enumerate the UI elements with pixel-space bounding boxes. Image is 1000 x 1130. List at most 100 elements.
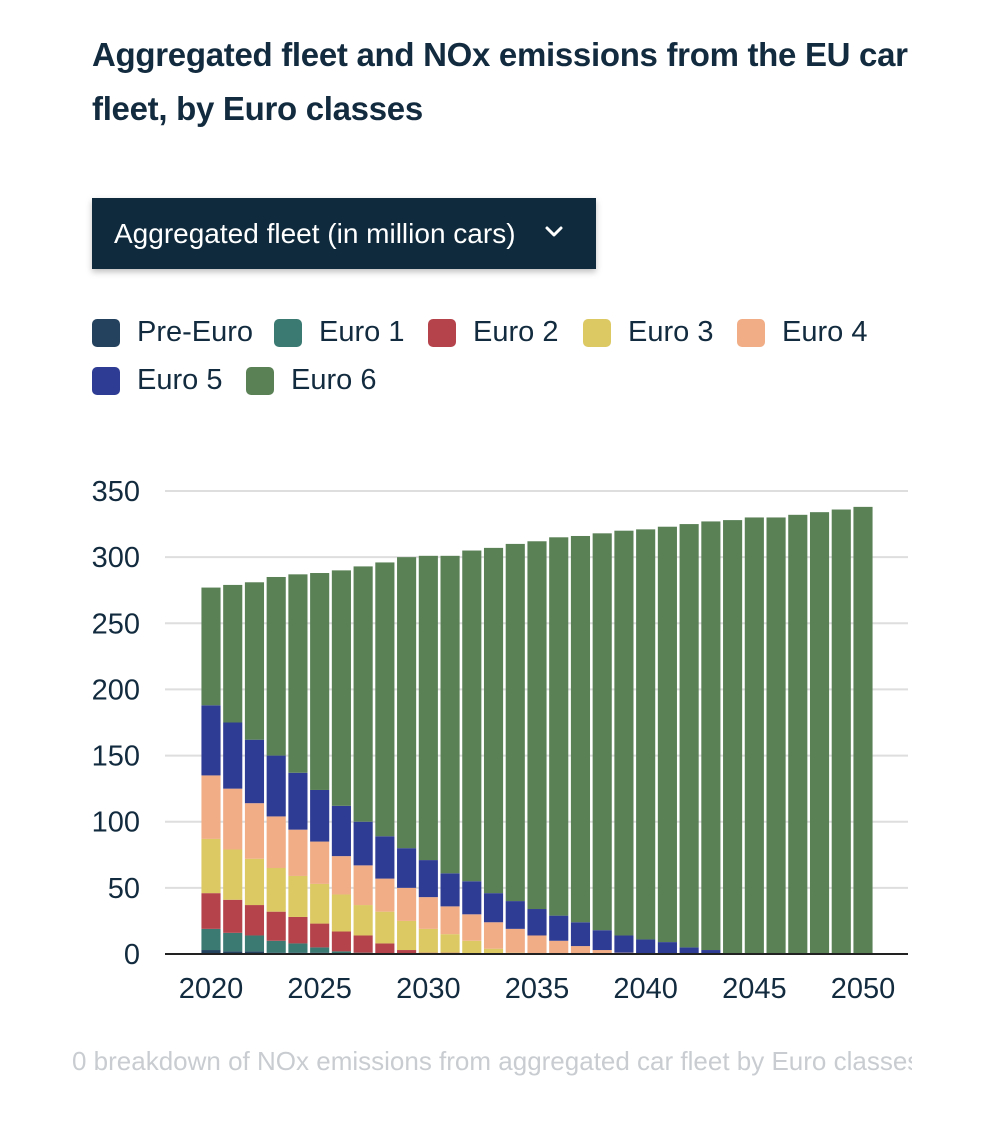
bar-segment-euro-3-2021[interactable] xyxy=(223,849,243,900)
bar-segment-euro-3-2030[interactable] xyxy=(418,928,438,953)
bar-segment-pre-euro-2021[interactable] xyxy=(223,951,243,954)
bar-segment-euro-5-2040[interactable] xyxy=(636,939,656,954)
bar-segment-euro-5-2021[interactable] xyxy=(223,722,243,789)
bar-segment-euro-6-2031[interactable] xyxy=(440,555,460,874)
bar-segment-euro-6-2041[interactable] xyxy=(657,526,677,943)
bar-segment-euro-2-2025[interactable] xyxy=(310,923,330,948)
bar-segment-euro-6-2044[interactable] xyxy=(723,520,743,954)
legend-item-euro-6[interactable]: Euro 6 xyxy=(246,364,376,397)
bar-segment-euro-5-2023[interactable] xyxy=(266,755,286,817)
bar-segment-euro-6-2038[interactable] xyxy=(592,533,612,931)
bar-segment-euro-3-2025[interactable] xyxy=(310,883,330,924)
bar-segment-euro-3-2032[interactable] xyxy=(462,940,482,954)
bar-segment-euro-6-2043[interactable] xyxy=(701,521,721,951)
bar-segment-euro-5-2028[interactable] xyxy=(375,836,395,879)
bar-segment-euro-4-2037[interactable] xyxy=(570,946,591,954)
bar-segment-euro-5-2030[interactable] xyxy=(418,860,438,898)
bar-segment-euro-4-2038[interactable] xyxy=(592,950,612,954)
bar-segment-euro-5-2020[interactable] xyxy=(201,705,221,776)
bar-segment-euro-2-2026[interactable] xyxy=(331,931,351,952)
legend-item-euro-4[interactable]: Euro 4 xyxy=(737,316,867,349)
bar-segment-euro-1-2026[interactable] xyxy=(331,951,351,954)
bar-segment-euro-6-2035[interactable] xyxy=(527,541,547,910)
bar-segment-euro-6-2024[interactable] xyxy=(288,574,308,773)
bar-segment-euro-4-2023[interactable] xyxy=(266,816,286,869)
bar-segment-euro-1-2025[interactable] xyxy=(310,947,330,953)
bar-segment-euro-1-2024[interactable] xyxy=(288,943,308,953)
bar-segment-euro-6-2037[interactable] xyxy=(570,535,591,923)
bar-segment-euro-6-2048[interactable] xyxy=(809,512,830,954)
bar-segment-euro-4-2025[interactable] xyxy=(310,841,330,884)
bar-segment-euro-5-2037[interactable] xyxy=(570,922,591,947)
bar-segment-euro-6-2046[interactable] xyxy=(766,517,786,954)
bar-segment-euro-5-2027[interactable] xyxy=(353,821,373,866)
bar-segment-euro-4-2031[interactable] xyxy=(440,906,460,935)
bar-segment-euro-6-2047[interactable] xyxy=(788,514,808,954)
bar-segment-euro-6-2028[interactable] xyxy=(375,562,395,837)
bar-segment-euro-4-2032[interactable] xyxy=(462,914,482,941)
bar-segment-euro-6-2050[interactable] xyxy=(853,506,873,954)
bar-segment-euro-4-2024[interactable] xyxy=(288,829,308,876)
bar-segment-euro-3-2031[interactable] xyxy=(440,934,460,953)
bar-segment-euro-5-2036[interactable] xyxy=(549,915,569,941)
legend-item-euro-5[interactable]: Euro 5 xyxy=(92,364,222,397)
bar-segment-euro-5-2024[interactable] xyxy=(288,772,308,830)
bar-segment-euro-6-2032[interactable] xyxy=(462,550,482,882)
bar-segment-euro-4-2034[interactable] xyxy=(505,928,525,953)
legend-item-pre-euro[interactable]: Pre-Euro xyxy=(92,316,253,349)
bar-segment-euro-6-2023[interactable] xyxy=(266,576,286,756)
bar-segment-euro-6-2020[interactable] xyxy=(201,587,221,706)
bar-segment-euro-2-2027[interactable] xyxy=(353,935,373,953)
bar-segment-euro-5-2032[interactable] xyxy=(462,881,482,915)
bar-segment-euro-5-2025[interactable] xyxy=(310,789,330,842)
bar-segment-euro-3-2020[interactable] xyxy=(201,838,221,894)
bar-segment-euro-6-2022[interactable] xyxy=(244,582,265,740)
bar-segment-euro-2-2020[interactable] xyxy=(201,893,221,929)
bar-segment-euro-1-2023[interactable] xyxy=(266,940,286,953)
bar-segment-euro-2-2022[interactable] xyxy=(244,905,265,936)
bar-segment-euro-5-2031[interactable] xyxy=(440,873,460,907)
bar-segment-euro-4-2026[interactable] xyxy=(331,856,351,895)
bar-segment-euro-4-2035[interactable] xyxy=(527,935,547,954)
bar-segment-euro-2-2029[interactable] xyxy=(397,950,417,954)
bar-segment-euro-6-2027[interactable] xyxy=(353,566,373,822)
bar-segment-euro-3-2029[interactable] xyxy=(397,920,417,951)
bar-segment-euro-4-2028[interactable] xyxy=(375,878,395,912)
dataset-dropdown[interactable]: Aggregated fleet (in million cars) xyxy=(92,198,596,269)
bar-segment-euro-5-2042[interactable] xyxy=(679,947,699,954)
bar-segment-euro-4-2033[interactable] xyxy=(483,922,504,949)
bar-segment-pre-euro-2022[interactable] xyxy=(244,951,265,954)
bar-segment-euro-5-2033[interactable] xyxy=(483,893,504,923)
bar-segment-euro-5-2039[interactable] xyxy=(614,935,634,953)
bar-segment-euro-2-2023[interactable] xyxy=(266,911,286,941)
bar-segment-euro-3-2026[interactable] xyxy=(331,894,351,932)
bar-segment-euro-2-2021[interactable] xyxy=(223,899,243,933)
bar-segment-euro-3-2023[interactable] xyxy=(266,868,286,912)
bar-segment-euro-4-2030[interactable] xyxy=(418,897,438,929)
bar-segment-euro-3-2027[interactable] xyxy=(353,905,373,936)
secondary-chart-caption[interactable]: 0 breakdown of NOx emissions from aggreg… xyxy=(72,1046,912,1076)
bar-segment-pre-euro-2020[interactable] xyxy=(201,950,221,954)
bar-segment-euro-2-2028[interactable] xyxy=(375,943,395,954)
bar-segment-euro-5-2022[interactable] xyxy=(244,739,265,804)
bar-segment-euro-5-2038[interactable] xyxy=(592,930,612,951)
bar-segment-euro-6-2039[interactable] xyxy=(614,530,634,936)
bar-segment-euro-6-2045[interactable] xyxy=(744,517,764,954)
bar-segment-euro-4-2022[interactable] xyxy=(244,803,265,859)
bar-segment-euro-6-2034[interactable] xyxy=(505,543,525,902)
bar-segment-euro-5-2043[interactable] xyxy=(701,950,721,954)
bar-segment-euro-5-2035[interactable] xyxy=(527,909,547,936)
bar-segment-euro-3-2033[interactable] xyxy=(483,948,504,954)
bar-segment-euro-5-2029[interactable] xyxy=(397,848,417,888)
bar-segment-euro-6-2029[interactable] xyxy=(397,557,417,849)
bar-segment-euro-4-2021[interactable] xyxy=(223,788,243,850)
bar-segment-euro-5-2026[interactable] xyxy=(331,805,351,857)
bar-segment-euro-5-2034[interactable] xyxy=(505,901,525,929)
bar-segment-euro-6-2049[interactable] xyxy=(831,509,851,954)
bar-segment-euro-4-2029[interactable] xyxy=(397,887,417,921)
bar-segment-euro-4-2036[interactable] xyxy=(549,940,569,954)
bar-segment-euro-2-2024[interactable] xyxy=(288,916,308,944)
bar-segment-euro-6-2030[interactable] xyxy=(418,555,438,861)
bar-segment-euro-6-2036[interactable] xyxy=(549,537,569,916)
bar-segment-euro-6-2040[interactable] xyxy=(636,529,656,940)
